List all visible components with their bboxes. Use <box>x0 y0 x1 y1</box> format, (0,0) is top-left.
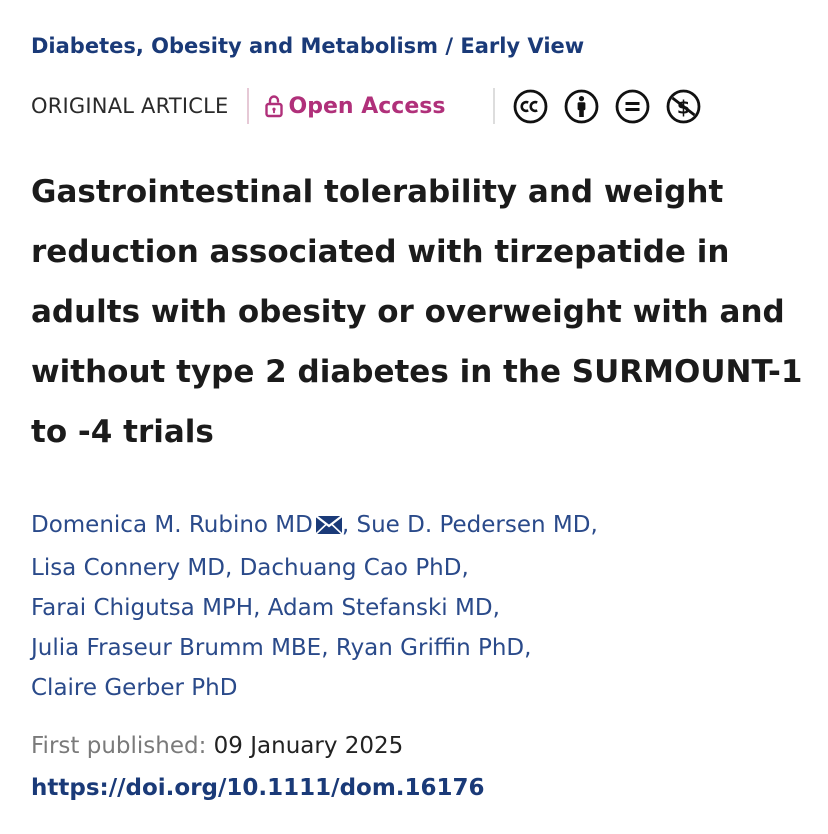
author-line: Farai Chigutsa MPH, Adam Stefanski MD, <box>31 588 791 628</box>
author-link[interactable]: Sue D. Pedersen MD <box>356 512 591 538</box>
author-link[interactable]: Lisa Connery MD <box>31 555 225 581</box>
author-item: Dachuang Cao PhD <box>240 555 462 581</box>
license-icons[interactable]: $ <box>513 89 701 124</box>
author-link[interactable]: Julia Fraseur Brumm MBE <box>31 635 322 661</box>
open-access-badge[interactable]: Open Access <box>264 93 446 119</box>
early-view-link[interactable]: Early View <box>460 34 585 58</box>
author-item: Claire Gerber PhD <box>31 675 237 701</box>
author-link[interactable]: Claire Gerber PhD <box>31 675 238 701</box>
author-line: Domenica M. Rubino MD, Sue D. Pedersen M… <box>31 505 791 548</box>
author-separator: , <box>341 512 357 538</box>
no-derivatives-icon <box>615 89 650 124</box>
author-line: Claire Gerber PhD <box>31 668 791 708</box>
article-title: Gastrointestinal tolerability and weight… <box>31 174 803 450</box>
author-separator: , <box>590 512 598 538</box>
author-item: Farai Chigutsa MPH <box>31 595 253 621</box>
author-link[interactable]: Adam Stefanski MD <box>267 595 493 621</box>
breadcrumb-separator: / <box>438 34 461 58</box>
journal-breadcrumb: Diabetes, Obesity and Metabolism / Early… <box>31 34 584 58</box>
author-separator: , <box>253 595 268 621</box>
article-meta-row: ORIGINAL ARTICLE Open Access <box>31 86 701 126</box>
author-item: Lisa Connery MD <box>31 555 225 581</box>
author-link[interactable]: Ryan Griffin PhD <box>335 635 525 661</box>
envelope-icon[interactable] <box>315 508 343 548</box>
publication-info: First published: 09 January 2025 <box>31 733 403 759</box>
first-published-date: 09 January 2025 <box>213 733 404 759</box>
meta-divider <box>246 88 249 124</box>
author-separator: , <box>321 635 336 661</box>
author-item: Adam Stefanski MD <box>268 595 493 621</box>
doi-link[interactable]: https://doi.org/10.1111/dom.16176 <box>31 775 485 801</box>
author-item: Domenica M. Rubino MD <box>31 512 343 538</box>
author-item: Sue D. Pedersen MD <box>356 512 590 538</box>
author-link[interactable]: Dachuang Cao PhD <box>239 555 462 581</box>
open-access-label: Open Access <box>288 93 446 119</box>
author-separator: , <box>524 635 532 661</box>
open-lock-icon <box>264 94 283 118</box>
license-divider <box>493 88 496 124</box>
non-commercial-icon: $ <box>666 89 701 124</box>
journal-name-link[interactable]: Diabetes, Obesity and Metabolism <box>31 34 439 58</box>
author-separator: , <box>461 555 469 581</box>
author-item: Julia Fraseur Brumm MBE <box>31 635 321 661</box>
first-published-label: First published: <box>31 733 207 759</box>
by-attribution-icon <box>564 89 599 124</box>
article-type-label: ORIGINAL ARTICLE <box>31 94 229 118</box>
author-separator: , <box>224 555 240 581</box>
author-list: Domenica M. Rubino MD, Sue D. Pedersen M… <box>31 505 791 708</box>
author-link[interactable]: Domenica M. Rubino MD <box>31 512 313 538</box>
author-item: Ryan Griffin PhD <box>336 635 524 661</box>
author-line: Julia Fraseur Brumm MBE, Ryan Griffin Ph… <box>31 628 791 668</box>
cc-icon <box>513 89 548 124</box>
author-line: Lisa Connery MD, Dachuang Cao PhD, <box>31 548 791 588</box>
author-separator: , <box>492 595 500 621</box>
author-link[interactable]: Farai Chigutsa MPH <box>31 595 254 621</box>
